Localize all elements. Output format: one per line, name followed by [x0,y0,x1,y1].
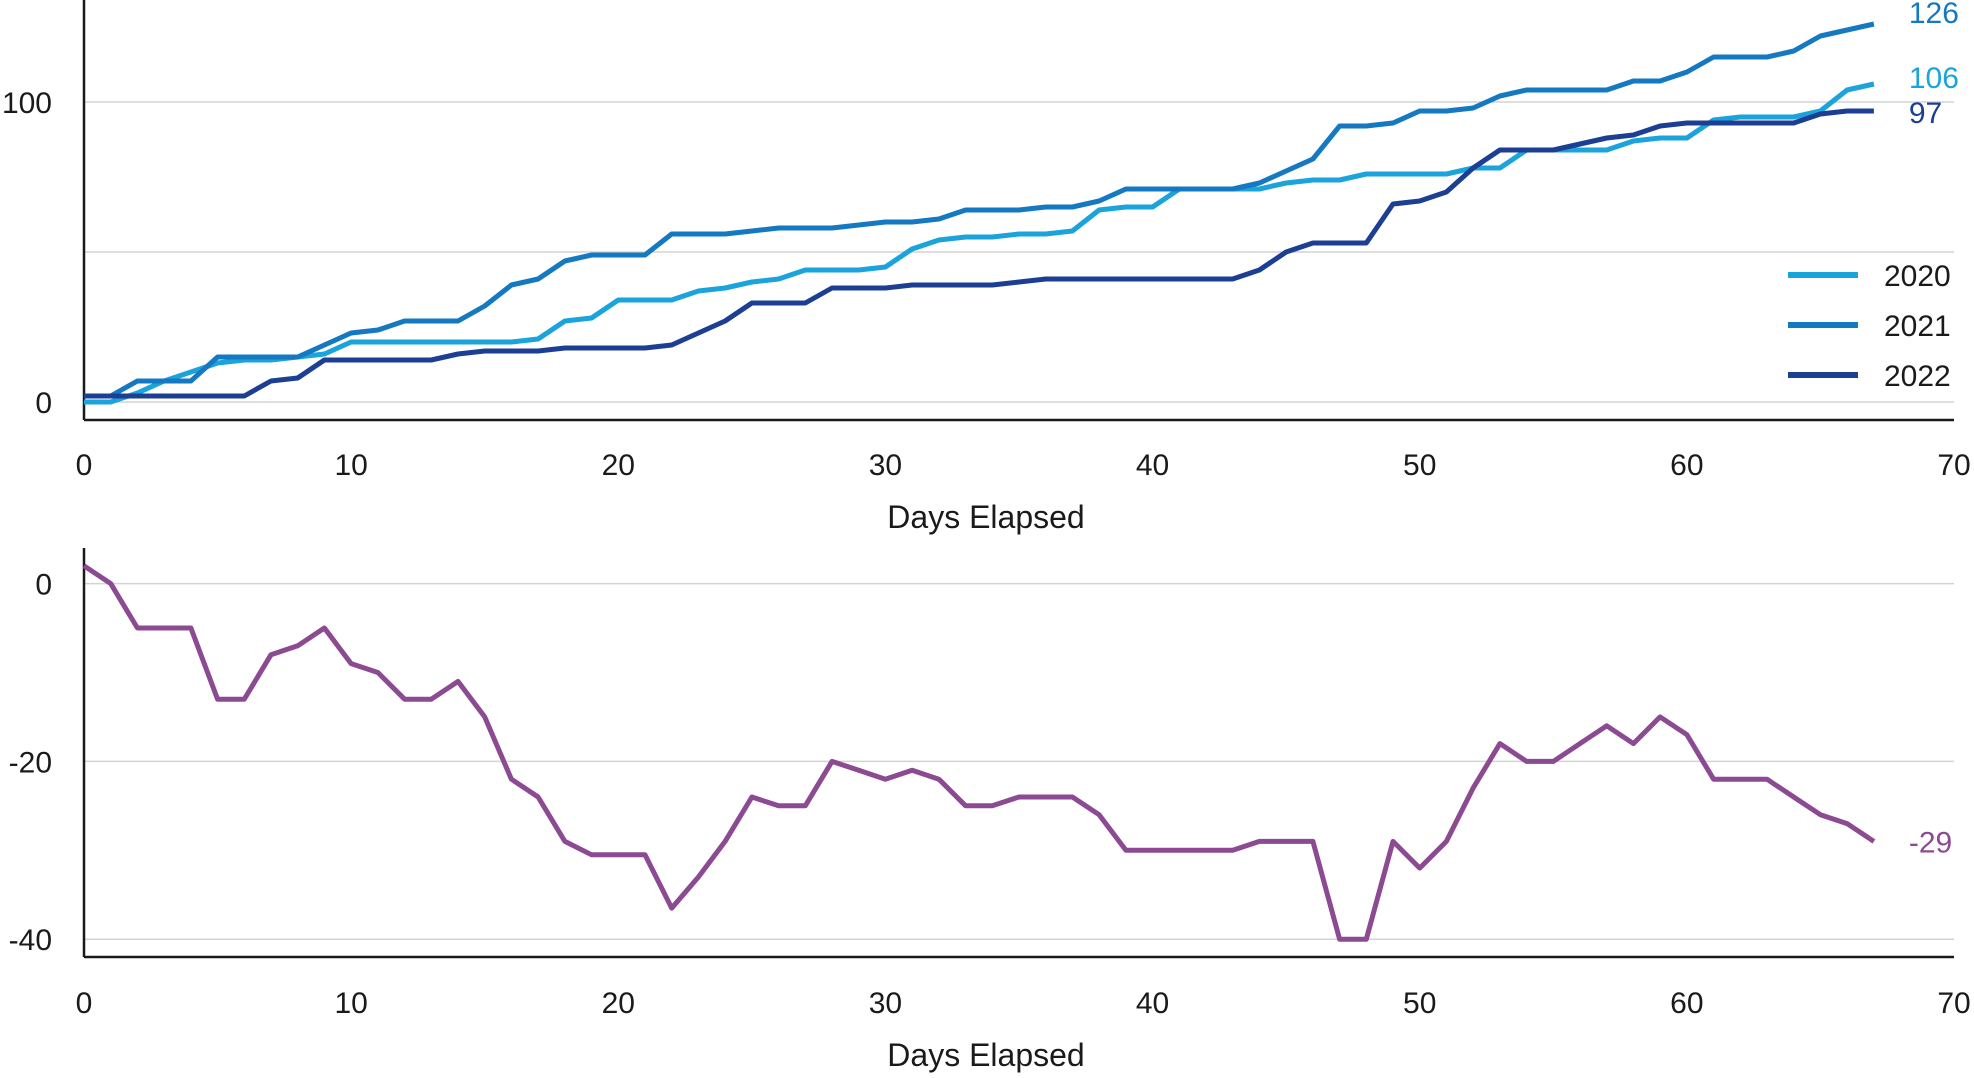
x-tick-label: 50 [1403,987,1436,1020]
x-tick-label: 70 [1937,449,1970,482]
x-tick-label: 60 [1670,987,1703,1020]
x-tick-label: 0 [76,449,93,482]
difference-panel: Days Elapsed 0 10 20 30 40 50 60 70 0 -20 -40 -29 [9,548,1971,1073]
x-tick-label: 30 [869,449,902,482]
y-tick-label: -40 [9,924,52,957]
x-tick-label: 10 [334,987,367,1020]
x-tick-label: 20 [602,449,635,482]
x-tick-label: 60 [1670,449,1703,482]
x-tick-label: 40 [1136,449,1169,482]
x-axis-title-top: Days Elapsed [887,499,1084,535]
end-value-label: 97 [1909,97,1942,130]
y-tick-label: 0 [35,387,52,420]
cumulative-panel: Days Elapsed 0 10 20 30 40 50 60 70 0 100 106 126 97… [2,0,1971,535]
end-value-label: -29 [1909,826,1952,859]
x-axis-title-bottom: Days Elapsed [887,1037,1084,1073]
series-line-2020 [84,84,1874,402]
x-tick-label: 30 [869,987,902,1020]
x-tick-label: 20 [602,987,635,1020]
series-line-2022 [84,111,1874,396]
legend-label: 2021 [1884,310,1951,343]
chart-canvas: Days Elapsed 010203040506070010010612697… [0,0,1974,1078]
x-tick-label: 50 [1403,449,1436,482]
x-tick-label: 10 [334,449,367,482]
y-tick-label: 0 [35,569,52,602]
series-line-difference [84,566,1874,939]
x-tick-label: 70 [1937,987,1970,1020]
end-value-label: 106 [1909,62,1959,95]
end-value-label: 126 [1909,0,1959,30]
x-tick-label: 40 [1136,987,1169,1020]
legend-label: 2022 [1884,360,1951,393]
legend-label: 2020 [1884,260,1951,293]
x-tick-label: 0 [76,987,93,1020]
y-tick-label: -20 [9,746,52,779]
y-tick-label: 100 [2,87,52,120]
